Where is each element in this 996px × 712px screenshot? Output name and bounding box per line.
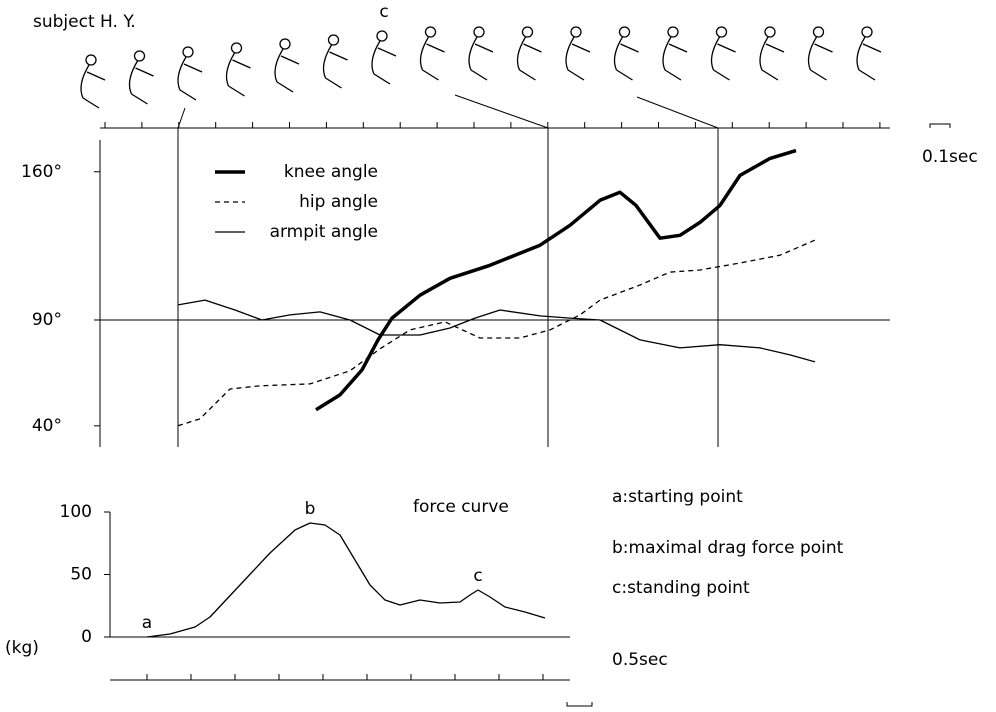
stick-figure-head	[521, 26, 534, 38]
pose-label: c	[379, 2, 388, 22]
stick-figure	[856, 36, 882, 81]
stick-figure-head	[618, 26, 631, 38]
y-tick-label: 50	[70, 565, 92, 585]
stick-figure	[80, 64, 106, 109]
annotation: c	[473, 566, 482, 586]
stick-figure-head	[715, 26, 728, 38]
legend-label: hip angle	[299, 192, 378, 212]
stick-figure-head	[182, 46, 194, 58]
stick-figure	[759, 36, 785, 81]
subject-label: subject H. Y.	[33, 12, 136, 32]
y-axis-label: (kg)	[5, 638, 39, 658]
annotation: a	[142, 613, 152, 633]
stick-figure	[807, 36, 833, 81]
data-line	[315, 148, 797, 412]
y-tick-label: 160°	[21, 162, 62, 182]
stick-figure	[565, 36, 591, 81]
y-tick-label: 40°	[32, 416, 62, 436]
stick-figure-head	[230, 42, 243, 54]
stick-figure	[177, 56, 203, 101]
stick-figure-head	[279, 38, 291, 50]
stick-figure-head	[812, 26, 825, 38]
legend-label: knee angle	[284, 162, 378, 182]
y-tick-label: 0	[81, 627, 92, 647]
stick-figure-head	[327, 34, 340, 46]
stick-figure-head	[424, 26, 437, 38]
chart-title: force curve	[413, 497, 509, 517]
y-tick-label: 100	[60, 502, 92, 522]
stick-figure	[613, 36, 639, 81]
upper-scale-label: 0.1sec	[922, 147, 978, 167]
lower-scale-label: 0.5sec	[612, 650, 668, 670]
note: b:maximal drag force point	[612, 538, 844, 558]
stick-figure-head	[376, 30, 388, 42]
pose-connector	[454, 94, 549, 129]
pose-connector	[636, 96, 719, 129]
stick-figure-head	[570, 26, 582, 38]
stick-figure-head	[861, 26, 873, 38]
stick-figure	[371, 40, 397, 85]
stick-figure	[662, 36, 688, 81]
upper-scale-bar	[929, 123, 951, 128]
stick-figure	[710, 36, 736, 81]
stick-figure	[468, 36, 494, 81]
stick-figure	[274, 48, 300, 93]
stick-figure	[322, 44, 348, 89]
stick-figure-head	[667, 26, 679, 38]
stick-figure	[225, 52, 251, 97]
annotation: b	[305, 499, 316, 519]
stick-figure-head	[85, 54, 97, 66]
legend-label: armpit angle	[270, 222, 378, 242]
lower-scale-bar	[566, 702, 593, 707]
stick-figure	[419, 36, 445, 81]
stick-figure-head	[133, 50, 146, 62]
stick-figure-head	[764, 26, 776, 38]
stick-figure	[128, 60, 154, 105]
note: a:starting point	[612, 487, 743, 507]
data-line	[146, 522, 546, 638]
stick-figure	[516, 36, 542, 81]
data-line	[177, 299, 816, 363]
y-tick-label: 90°	[32, 310, 62, 330]
note: c:standing point	[612, 578, 750, 598]
data-line	[177, 239, 816, 427]
stick-figure-head	[473, 26, 485, 38]
